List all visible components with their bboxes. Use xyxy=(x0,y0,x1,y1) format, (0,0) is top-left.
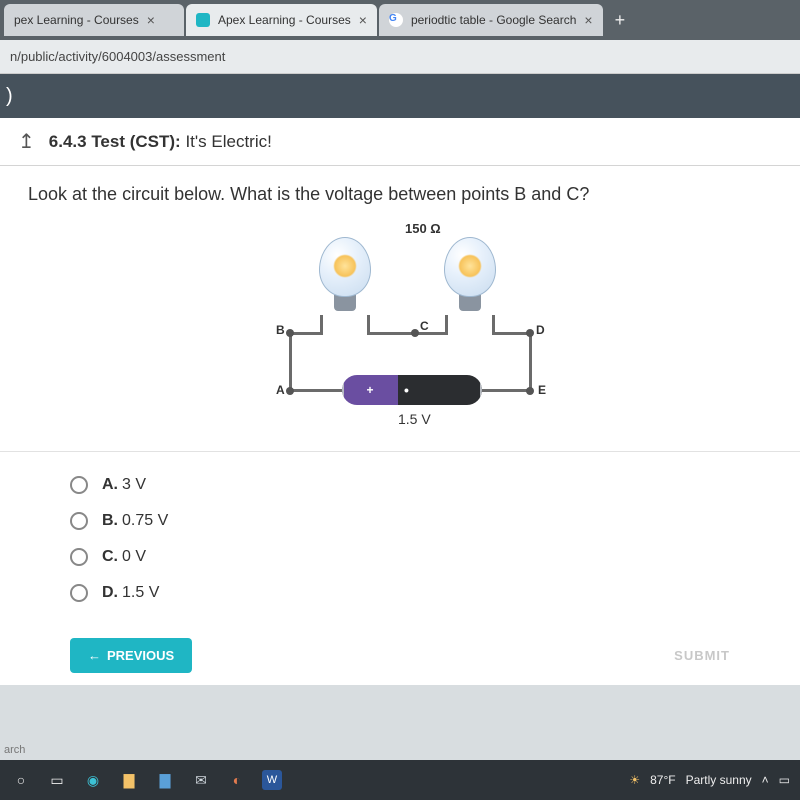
taskbar: ○ ▭ ◉ ▇ ▇ ✉ ◐ W ☀ 87°F Partly sunny ˄ ▭ xyxy=(0,760,800,800)
wire xyxy=(367,332,417,335)
search-hint: arch xyxy=(0,742,29,758)
browser-tab[interactable]: G periodtic table - Google Search × xyxy=(379,4,603,36)
node-e xyxy=(526,387,534,395)
node-label-e: E xyxy=(538,383,546,397)
tab-label: pex Learning - Courses xyxy=(14,13,139,27)
wire xyxy=(290,332,320,335)
tab-label: periodtic table - Google Search xyxy=(411,13,576,27)
battery: + • xyxy=(342,375,482,405)
answer-letter: D. xyxy=(102,584,118,601)
answer-letter: B. xyxy=(102,512,118,529)
close-icon[interactable]: × xyxy=(584,12,592,28)
task-view-icon[interactable]: ▭ xyxy=(46,769,68,791)
weather-icon[interactable]: ☀ xyxy=(629,773,640,787)
browser-tab[interactable]: Apex Learning - Courses × xyxy=(186,4,377,36)
previous-button[interactable]: ← PREVIOUS xyxy=(70,638,192,673)
weather-temp: 87°F xyxy=(650,773,675,787)
back-arrow-icon[interactable]: ↥ xyxy=(18,129,35,154)
edge-icon[interactable]: ◉ xyxy=(82,769,104,791)
url-text: n/public/activity/6004003/assessment xyxy=(10,49,225,64)
answer-options: A.3 V B.0.75 V C.0 V D.1.5 V xyxy=(0,452,800,630)
wire xyxy=(445,315,448,335)
test-number: 6.4.3 xyxy=(49,132,87,151)
browser-tabs-bar: pex Learning - Courses × Apex Learning -… xyxy=(0,0,800,40)
answer-text: 1.5 V xyxy=(122,584,159,601)
url-bar[interactable]: n/public/activity/6004003/assessment xyxy=(0,40,800,74)
google-favicon-icon: G xyxy=(389,13,403,27)
node-a xyxy=(286,387,294,395)
tab-label: Apex Learning - Courses xyxy=(218,13,351,27)
wire xyxy=(289,332,292,392)
store-icon[interactable]: ▇ xyxy=(154,769,176,791)
nav-buttons: ← PREVIOUS SUBMIT xyxy=(0,630,800,685)
radio-icon[interactable] xyxy=(70,548,88,566)
test-title-bar: ↥ 6.4.3 Test (CST): It's Electric! xyxy=(0,118,800,166)
node-label-a: A xyxy=(276,383,285,397)
test-name: It's Electric! xyxy=(185,132,271,151)
node-b xyxy=(286,329,294,337)
wire xyxy=(320,315,323,335)
submit-button[interactable]: SUBMIT xyxy=(674,648,730,663)
bulb-left xyxy=(315,237,375,311)
node-label-c: C xyxy=(420,319,429,333)
answer-option[interactable]: A.3 V xyxy=(70,476,730,494)
answer-option[interactable]: C.0 V xyxy=(70,548,730,566)
question-text: Look at the circuit below. What is the v… xyxy=(28,184,772,205)
apex-favicon-icon xyxy=(196,13,210,27)
chevron-up-icon[interactable]: ˄ xyxy=(762,773,769,787)
header-marker: ) xyxy=(6,85,13,108)
test-title: 6.4.3 Test (CST): It's Electric! xyxy=(49,132,272,152)
arrow-left-icon: ← xyxy=(88,648,101,663)
page-header: ) xyxy=(0,74,800,118)
battery-icon[interactable]: ▭ xyxy=(779,773,790,787)
app-icon[interactable]: ◐ xyxy=(226,769,248,791)
close-icon[interactable]: × xyxy=(359,12,367,28)
radio-icon[interactable] xyxy=(70,512,88,530)
browser-tab[interactable]: pex Learning - Courses × xyxy=(4,4,184,36)
bulb-right xyxy=(440,237,500,311)
circuit-diagram: 150 Ω xyxy=(28,215,772,435)
answer-text: 0.75 V xyxy=(122,512,168,529)
battery-minus-icon: • xyxy=(404,382,409,398)
wire xyxy=(290,389,345,392)
mail-icon[interactable]: ✉ xyxy=(190,769,212,791)
cortana-icon[interactable]: ○ xyxy=(10,769,32,791)
node-label-b: B xyxy=(276,323,285,337)
wire xyxy=(478,389,532,392)
answer-letter: A. xyxy=(102,476,118,493)
answer-option[interactable]: B.0.75 V xyxy=(70,512,730,530)
wire xyxy=(529,332,532,392)
word-icon[interactable]: W xyxy=(262,770,282,790)
weather-desc: Partly sunny xyxy=(686,773,752,787)
answer-text: 0 V xyxy=(122,548,146,565)
previous-label: PREVIOUS xyxy=(107,648,174,663)
node-c xyxy=(411,329,419,337)
node-label-d: D xyxy=(536,323,545,337)
radio-icon[interactable] xyxy=(70,476,88,494)
radio-icon[interactable] xyxy=(70,584,88,602)
explorer-icon[interactable]: ▇ xyxy=(118,769,140,791)
close-icon[interactable]: × xyxy=(147,12,155,28)
answer-text: 3 V xyxy=(122,476,146,493)
voltage-label: 1.5 V xyxy=(398,411,431,427)
new-tab-button[interactable]: + xyxy=(605,10,636,31)
resistor-label: 150 Ω xyxy=(405,221,441,236)
node-d xyxy=(526,329,534,337)
battery-plus-icon: + xyxy=(366,383,373,397)
answer-letter: C. xyxy=(102,548,118,565)
answer-option[interactable]: D.1.5 V xyxy=(70,584,730,602)
test-type: Test (CST): xyxy=(91,132,180,151)
question-area: Look at the circuit below. What is the v… xyxy=(0,166,800,452)
